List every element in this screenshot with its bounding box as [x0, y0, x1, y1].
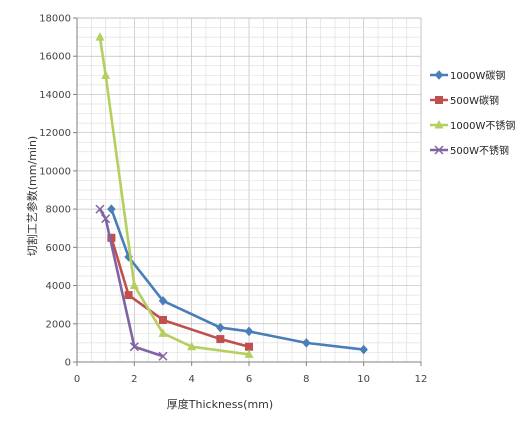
legend-label: 500W不锈钢 [450, 144, 509, 157]
x-tick-label: 12 [415, 374, 428, 385]
data-point [216, 335, 225, 344]
data-point [187, 341, 197, 351]
data-point [301, 338, 311, 348]
y-tick-label: 6000 [46, 243, 71, 254]
data-point [129, 280, 139, 290]
y-tick-label: 2000 [46, 319, 71, 330]
data-point [245, 342, 253, 351]
series-2 [107, 233, 253, 351]
x-tick-label: 8 [303, 374, 309, 385]
data-point-stroke [95, 204, 105, 214]
series-line [98, 208, 164, 358]
data-point [101, 70, 111, 79]
data-point [107, 233, 116, 242]
legend-item: 500W不锈钢 [430, 144, 509, 157]
y-tick-label: 12000 [39, 128, 71, 139]
data-point [101, 214, 111, 224]
legend-marker [435, 96, 443, 104]
data-point [129, 342, 139, 352]
legend-label: 500W碳钢 [450, 94, 499, 107]
y-tick-label: 18000 [39, 14, 71, 25]
x-tick-label: 2 [131, 374, 137, 385]
y-tick-label: 0 [65, 358, 71, 369]
data-point [124, 291, 133, 300]
legend-item: 500W碳钢 [430, 94, 499, 107]
legend-marker-stroke [434, 145, 444, 155]
legend-marker [434, 70, 444, 80]
data-point [158, 295, 168, 306]
legend-label: 1000W不锈钢 [450, 119, 515, 132]
x-tick-label: 0 [74, 374, 80, 385]
series-group [95, 32, 369, 361]
series-4 [95, 204, 168, 361]
y-tick-label: 8000 [46, 205, 71, 216]
axes: 0 2 4 6 8 10 12 0 2000 4000 6000 8000 10000 12000 1400… [39, 14, 427, 386]
y-tick-label: 4000 [46, 281, 71, 292]
x-tick-label: 4 [188, 374, 194, 385]
data-point-stroke [101, 214, 111, 224]
data-point [244, 349, 254, 358]
data-point [158, 351, 168, 361]
y-axis-label: 切割工艺参数(mm/min) [25, 136, 39, 256]
data-point [159, 315, 167, 324]
data-point [215, 322, 225, 333]
data-point [107, 204, 116, 214]
legend: 1000W碳钢 500W碳钢 1000W不锈钢 500W不锈钢 [430, 69, 515, 157]
data-point-stroke [129, 342, 139, 352]
legend-item: 1000W不锈钢 [430, 119, 515, 132]
data-point-stroke [158, 351, 168, 361]
series-line [98, 36, 250, 356]
data-point [244, 326, 254, 337]
y-tick-label: 14000 [39, 90, 71, 101]
data-point [95, 204, 105, 214]
x-tick-label: 10 [357, 374, 370, 385]
legend-marker [434, 145, 444, 155]
x-axis-label: 厚度Thickness(mm) [167, 397, 273, 411]
y-tick-label: 10000 [39, 166, 71, 177]
legend-item: 1000W碳钢 [430, 69, 505, 82]
x-tick-label: 6 [246, 374, 252, 385]
y-tick-label: 16000 [39, 52, 71, 63]
legend-label: 1000W碳钢 [450, 69, 505, 82]
data-point [158, 328, 168, 337]
data-point [359, 344, 369, 355]
legend-marker [434, 120, 444, 129]
grid [76, 17, 422, 363]
series-3 [95, 32, 254, 358]
data-point [95, 32, 105, 41]
